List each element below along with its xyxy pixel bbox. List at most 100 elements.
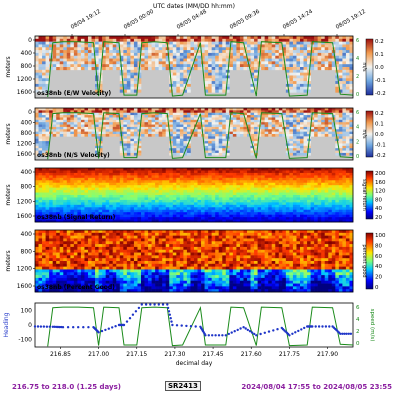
heatmap-cell (261, 204, 265, 208)
heatmap-cell (56, 280, 61, 284)
heatmap-cell (254, 69, 258, 73)
heatmap-cell (204, 192, 209, 196)
heatmap-cell (264, 182, 269, 186)
heatmap-cell (45, 182, 50, 186)
heatmap-cell (296, 52, 301, 57)
heatmap-cell (35, 185, 39, 188)
heatmap-cell (264, 112, 269, 116)
heatmap-cell (261, 187, 265, 191)
heatmap-cell (285, 52, 290, 57)
heatmap-cell (321, 190, 326, 193)
heatmap-cell (201, 202, 205, 206)
heatmap-cell (331, 131, 336, 135)
heatmap-cell (186, 124, 191, 128)
heatmap-cell (278, 212, 283, 215)
heatmap-cell (162, 134, 167, 137)
heatmap-cell (264, 50, 269, 54)
heatmap-cell (35, 172, 39, 176)
heatmap-cell (321, 214, 326, 218)
heatmap-cell (211, 148, 216, 151)
heatmap-cell (73, 44, 78, 48)
heatmap-cell (303, 143, 308, 147)
heatmap-cell (38, 145, 43, 149)
heatmap-cell (254, 122, 258, 125)
heatmap-cell (338, 69, 343, 73)
heatmap-cell (172, 64, 177, 68)
heatmap-cell (116, 187, 121, 191)
heatmap-cell (66, 64, 71, 68)
heatmap-cell (141, 172, 145, 176)
heatmap-cell (88, 126, 92, 130)
heatmap-cell (317, 58, 322, 62)
heatmap-cell (229, 134, 234, 137)
heatmap-cell (225, 47, 230, 51)
heatmap-cell (300, 168, 304, 171)
heatmap-cell (123, 67, 128, 71)
heatmap-cell (275, 180, 280, 184)
heatmap-cell (194, 110, 198, 114)
heatmap-cell (296, 38, 301, 42)
heatmap-cell (229, 50, 234, 54)
heatmap-cell (183, 115, 188, 118)
heatmap-cell (102, 50, 106, 54)
heatmap-cell (321, 119, 326, 123)
heatmap-cell (38, 175, 43, 179)
heatmap-cell (331, 38, 336, 42)
heatmap-cell (130, 115, 135, 118)
heatmap-cell (183, 177, 188, 181)
heatmap-cell (42, 148, 46, 151)
heatmap-cell (56, 263, 61, 267)
heatmap-cell (133, 75, 138, 79)
heatmap-cell (141, 204, 145, 208)
heatmap-cell (179, 50, 184, 54)
heatmap-cell (349, 152, 354, 156)
heatmap-cell (179, 148, 184, 151)
heatmap-cell (52, 180, 57, 184)
heatmap-cell (222, 50, 227, 54)
heatmap-cell (236, 124, 241, 128)
heatmap-cell (349, 112, 354, 116)
heatmap-cell (314, 55, 318, 59)
heatmap-cell (204, 112, 209, 116)
heatmap-cell (271, 131, 276, 135)
heatmap-cell (38, 182, 43, 186)
heatmap-cell (70, 190, 75, 193)
heatmap-cell (42, 44, 46, 48)
heatmap-cell (218, 172, 223, 176)
heatmap-cell (345, 115, 350, 118)
heatmap-cell (338, 141, 343, 144)
heatmap-cell (63, 177, 68, 181)
heatmap-cell (190, 117, 195, 121)
heatmap-cell (208, 119, 212, 123)
heatmap-cell (254, 136, 258, 140)
heatmap-cell (144, 38, 149, 42)
heatmap-cell (176, 170, 181, 174)
heatmap-cell (289, 108, 294, 111)
heatmap-cell (278, 50, 283, 54)
heatmap-cell (261, 50, 265, 54)
heatmap-cell (243, 197, 248, 201)
heatmap-cell (292, 38, 297, 42)
heatmap-cell (335, 67, 340, 71)
heatmap-cell (300, 115, 304, 118)
heatmap-cell (303, 41, 308, 45)
heatmap-cell (282, 115, 287, 118)
heatmap-cell (112, 110, 117, 114)
heatmap-cell (169, 172, 174, 176)
heatmap-cell (229, 55, 234, 59)
heatmap-cell (105, 197, 110, 201)
heatmap-cell (70, 108, 75, 111)
heatmap-cell (88, 122, 92, 125)
heatmap-cell (38, 138, 43, 142)
heatmap-cell (35, 289, 39, 293)
heatmap-cell (349, 177, 354, 181)
heatmap-cell (144, 199, 149, 203)
heatmap-cell (133, 126, 138, 130)
heatmap-cell (102, 214, 106, 218)
heatmap-cell (112, 47, 117, 51)
heatmap-cell (98, 204, 103, 208)
heatmap-cell (268, 202, 273, 206)
heatmap-cell (45, 232, 50, 236)
heatmap-cell (194, 47, 198, 51)
heatmap-cell (257, 112, 262, 116)
